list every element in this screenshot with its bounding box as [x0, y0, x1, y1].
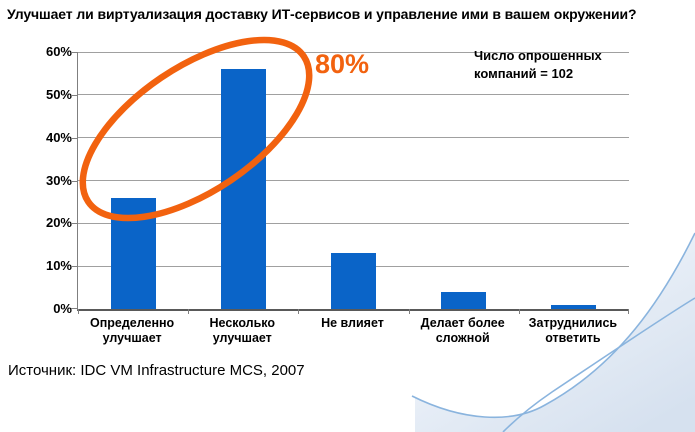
x-tick-1	[188, 309, 190, 314]
y-tick-label: 40%	[45, 129, 72, 145]
y-tick-30	[71, 180, 77, 182]
y-tick-50	[71, 94, 77, 96]
bar-2	[220, 69, 266, 309]
gridline-60	[78, 52, 629, 53]
y-tick-label: 30%	[45, 172, 72, 188]
y-tick-60	[71, 52, 77, 53]
category-label: Несколько улучшает	[209, 316, 276, 345]
plot-area	[71, 52, 629, 314]
y-tick-40	[71, 137, 77, 139]
y-tick-0	[71, 308, 77, 309]
gridline-40	[78, 137, 629, 139]
bar-1	[110, 197, 156, 309]
slide-title: Улучшает ли виртуализация доставку ИТ-се…	[7, 6, 637, 22]
sample-size-note: Число опрошенных компаний = 102	[474, 48, 602, 82]
gridline-20	[78, 222, 629, 224]
y-tick-20	[71, 223, 77, 225]
x-tick-0	[78, 309, 79, 314]
y-tick-label: 0%	[53, 301, 72, 316]
y-tick-label: 60%	[45, 44, 72, 59]
bar-5	[551, 304, 597, 309]
x-tick-4	[518, 309, 520, 314]
x-tick-2	[298, 309, 300, 314]
y-tick-10	[71, 266, 77, 268]
y-tick-label: 20%	[45, 215, 72, 231]
x-axis-labels: Определенно улучшает Несколько улучшает Не…	[77, 316, 628, 352]
y-tick-label: 50%	[45, 86, 72, 102]
gridline-50	[78, 94, 629, 96]
category-label: Затруднились ответить	[528, 316, 618, 345]
source-citation: Источник: IDC VM Infrastructure MCS, 200…	[8, 362, 305, 379]
gridline-30	[78, 180, 629, 181]
category-label: Делает более сложной	[420, 316, 505, 345]
x-tick-5	[628, 309, 629, 314]
bar-4	[441, 291, 487, 309]
x-tick-3	[408, 309, 410, 314]
y-tick-label: 10%	[45, 258, 72, 274]
category-label: Не влияет	[321, 316, 384, 330]
bar-3	[331, 253, 376, 309]
y-axis-labels: 0% 10% 20% 30% 40% 50% 60%	[26, 44, 72, 316]
category-label: Определенно улучшает	[89, 316, 175, 345]
highlight-percentage-label: 80%	[315, 49, 370, 79]
